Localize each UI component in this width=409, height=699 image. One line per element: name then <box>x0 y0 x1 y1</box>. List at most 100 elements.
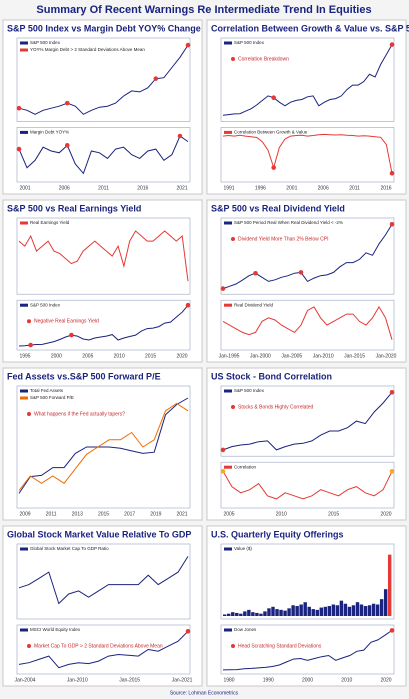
x-tick-label: 2000 <box>302 677 313 683</box>
marker-dot <box>16 105 22 111</box>
annotation-dot <box>231 57 235 61</box>
marker-dot <box>389 389 395 395</box>
bar <box>263 611 267 616</box>
plot-area <box>16 299 191 351</box>
chart-title: US Stock - Bond Correlation <box>211 371 332 381</box>
annotation-dot <box>27 644 31 648</box>
marker-dot <box>153 76 159 81</box>
bar <box>251 612 255 616</box>
legend-label: Real Dividend Yield <box>234 302 274 307</box>
annotation-dot <box>231 237 235 241</box>
marker-dot <box>28 342 33 348</box>
series-line <box>222 629 393 671</box>
x-tick-label: 2010 <box>341 677 352 683</box>
bar <box>231 612 235 616</box>
legend-swatch <box>20 41 28 45</box>
legend-label: Global Stock Market Cap To GDP Ratio <box>30 546 109 551</box>
marker-dot <box>389 221 395 227</box>
x-tick-label: 2021 <box>176 511 187 517</box>
plot-area <box>16 624 191 675</box>
chart-title: S&P 500 vs Real Earnings Yield <box>7 203 141 213</box>
legend-swatch <box>224 130 232 134</box>
x-tick-label: 2011 <box>98 185 109 191</box>
series-line <box>18 230 189 282</box>
x-tick-label: 2021 <box>176 185 187 191</box>
marker-dot <box>389 469 395 474</box>
bar <box>227 613 231 616</box>
chart-title: Correlation Between Growth & Value vs. S… <box>211 23 409 33</box>
marker-dot <box>271 165 277 170</box>
bar <box>383 589 388 616</box>
legend-label: S&P 500 Forward P/E <box>30 395 74 400</box>
x-tick-label: 2015 <box>328 511 339 517</box>
annotation: Head Scratching Standard Deviations <box>238 643 322 649</box>
marker-dot <box>271 95 277 100</box>
series-line <box>18 556 189 605</box>
marker-dot <box>389 170 395 176</box>
series-line <box>222 471 393 500</box>
series-line <box>18 402 189 491</box>
source: Source: Lohman Econometrics <box>170 690 239 696</box>
legend-label: Correlation Between Growth & Value <box>234 130 308 135</box>
x-tick-label: Jan-2021 <box>172 677 193 683</box>
bar <box>387 554 392 616</box>
x-tick-label: Jan-2010 <box>67 677 88 683</box>
bar <box>287 608 291 616</box>
marker-dot <box>389 42 395 47</box>
x-tick-label: Jan-2015 <box>344 353 365 359</box>
marker-dot <box>64 100 70 106</box>
annotation: Dividend Yield More Than 2% Below CPI <box>238 236 329 242</box>
bar <box>279 609 283 616</box>
legend-label: MSCI World Equity Index <box>30 627 81 632</box>
legend-label: Correlation <box>234 464 257 469</box>
bar <box>363 606 368 616</box>
marker-dot <box>220 286 226 291</box>
x-tick-label: 2010 <box>114 353 125 359</box>
bar <box>275 609 279 616</box>
legend-swatch <box>224 221 232 225</box>
x-tick-label: 2020 <box>380 677 391 683</box>
legend-swatch <box>20 303 28 307</box>
x-tick-label: 2001 <box>286 185 297 191</box>
legend-label: YOY% Margin Debt > 2 Standard Deviations… <box>30 47 145 52</box>
x-tick-label: 2017 <box>124 511 135 517</box>
chart-title: U.S. Quarterly Equity Offerings <box>211 529 344 539</box>
annotation-dot <box>231 405 235 409</box>
bar <box>303 602 307 616</box>
bar <box>319 607 323 616</box>
chart-title: S&P 500 vs Real Dividend Yield <box>211 203 345 213</box>
legend-swatch <box>20 130 28 134</box>
x-tick-label: 2006 <box>318 185 329 191</box>
x-tick-label: Jan-2000 <box>250 353 271 359</box>
legend-label: Value ($) <box>234 546 252 551</box>
x-tick-label: 2019 <box>150 511 161 517</box>
plot-area <box>220 385 395 457</box>
x-tick-label: 1990 <box>263 677 274 683</box>
x-tick-label: 2020 <box>176 353 187 359</box>
plot-area <box>220 299 395 351</box>
bar <box>295 606 299 616</box>
bar <box>271 606 275 616</box>
x-tick-label: 2000 <box>51 353 62 359</box>
x-tick-label: 2015 <box>98 511 109 517</box>
series-line <box>222 133 393 174</box>
legend-label: S&P 500 Index <box>30 302 61 307</box>
legend-swatch <box>20 547 28 551</box>
bar <box>347 606 352 616</box>
bar <box>379 599 384 616</box>
legend-swatch <box>20 221 28 225</box>
legend-swatch <box>20 628 28 632</box>
bar <box>239 613 243 616</box>
x-tick-label: 2016 <box>137 185 148 191</box>
legend-label: Total Fed Assets <box>30 388 64 393</box>
x-tick-label: Jan-2015 <box>119 677 140 683</box>
series-line <box>18 135 189 175</box>
marker-dot <box>298 270 304 275</box>
legend-swatch <box>224 303 232 307</box>
bar <box>267 608 271 616</box>
annotation: Negative Real Earnings Yield <box>34 319 99 325</box>
annotation: Correlation Breakdown <box>238 56 289 62</box>
bar <box>259 613 263 616</box>
x-tick-label: 1995 <box>19 353 30 359</box>
